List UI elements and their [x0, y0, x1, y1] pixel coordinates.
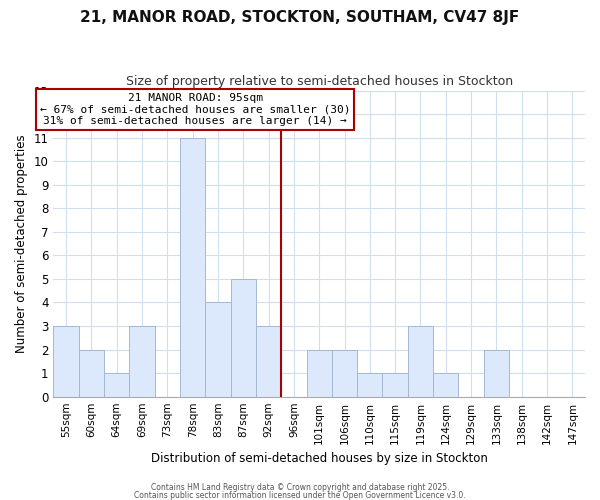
X-axis label: Distribution of semi-detached houses by size in Stockton: Distribution of semi-detached houses by … — [151, 452, 488, 465]
Bar — [357, 373, 382, 396]
Bar — [256, 326, 281, 396]
Bar — [180, 138, 205, 396]
Bar — [53, 326, 79, 396]
Bar — [382, 373, 408, 396]
Bar — [332, 350, 357, 397]
Text: 21, MANOR ROAD, STOCKTON, SOUTHAM, CV47 8JF: 21, MANOR ROAD, STOCKTON, SOUTHAM, CV47 … — [80, 10, 520, 25]
Text: Contains public sector information licensed under the Open Government Licence v3: Contains public sector information licen… — [134, 490, 466, 500]
Text: Contains HM Land Registry data © Crown copyright and database right 2025.: Contains HM Land Registry data © Crown c… — [151, 484, 449, 492]
Bar — [307, 350, 332, 397]
Bar — [104, 373, 130, 396]
Y-axis label: Number of semi-detached properties: Number of semi-detached properties — [15, 134, 28, 353]
Bar — [433, 373, 458, 396]
Bar — [79, 350, 104, 397]
Bar — [230, 279, 256, 396]
Bar — [205, 302, 230, 396]
Bar — [484, 350, 509, 397]
Title: Size of property relative to semi-detached houses in Stockton: Size of property relative to semi-detach… — [125, 75, 513, 88]
Bar — [130, 326, 155, 396]
Bar — [408, 326, 433, 396]
Text: 21 MANOR ROAD: 95sqm
← 67% of semi-detached houses are smaller (30)
31% of semi-: 21 MANOR ROAD: 95sqm ← 67% of semi-detac… — [40, 93, 350, 126]
